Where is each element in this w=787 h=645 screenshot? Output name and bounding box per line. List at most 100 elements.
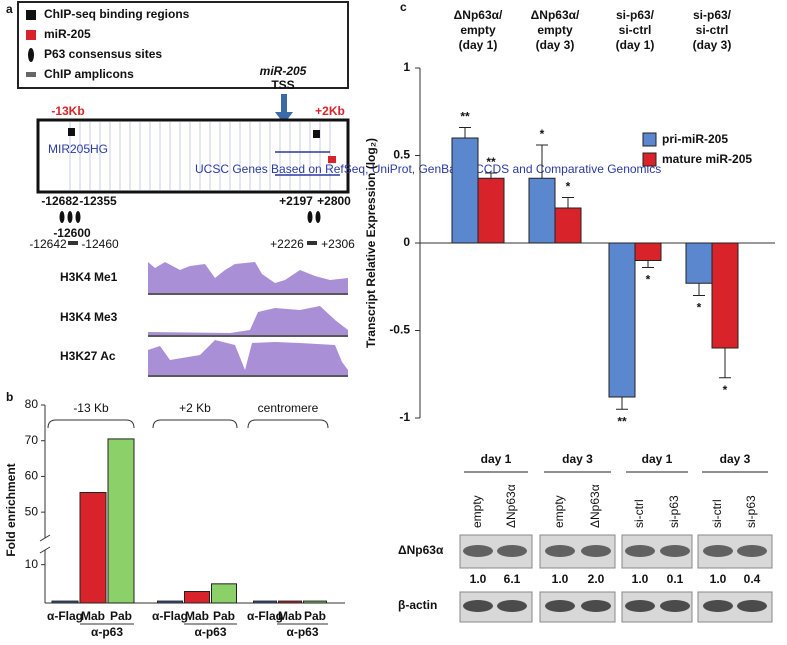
site-label: -12600: [53, 226, 91, 240]
site-label: -12355: [79, 194, 117, 208]
band: [497, 545, 527, 557]
consensus-site: [67, 211, 73, 223]
panel-a: a ChIP-seq binding regions miR-205 P63 c…: [6, 1, 661, 377]
bar: [107, 438, 135, 604]
column-header: si-p63/: [616, 8, 655, 22]
band: [581, 545, 611, 557]
legend-item: ChIP-seq binding regions: [44, 7, 190, 21]
bar: [79, 492, 107, 604]
error-bar: [616, 397, 628, 410]
error-bar: [485, 172, 497, 179]
legend-item: miR-205: [44, 27, 91, 41]
x-tick-label: Mab: [278, 609, 302, 623]
quantification: 1.0: [710, 572, 727, 586]
error-bar: [459, 127, 471, 138]
browser-text: MIR205HG: [48, 142, 108, 156]
significance: *: [646, 273, 651, 287]
group-label: +2 Kb: [179, 401, 211, 415]
axis-break: [39, 534, 51, 554]
quantification: 1.0: [552, 572, 569, 586]
quantification: 6.1: [504, 572, 521, 586]
track-label: H3K4 Me1: [60, 270, 118, 284]
significance: **: [460, 110, 470, 124]
y-tick-label: 0: [403, 235, 410, 249]
significance: **: [617, 414, 627, 428]
tss: TSS: [271, 78, 294, 92]
legend-item: P63 consensus sites: [44, 47, 162, 61]
band: [625, 600, 655, 612]
lane-label: si-p63: [744, 495, 758, 528]
legend-swatch: [26, 72, 36, 77]
significance: *: [540, 127, 545, 141]
consensus-site: [75, 211, 81, 223]
track-baseline: [148, 293, 348, 377]
quantification: 1.0: [632, 572, 649, 586]
column-header: (day 1): [459, 38, 498, 52]
region-left: -13Kb: [51, 104, 84, 118]
bar: [303, 600, 327, 604]
western-blot: day 1 day 3 day 1 day 3 empty 1.0 ΔNp63α 6.1 emp…: [398, 452, 773, 623]
consensus-site: [59, 211, 65, 223]
legend-swatch: [26, 10, 36, 20]
band: [703, 600, 733, 612]
bar: [528, 177, 556, 244]
y-tick-label: -1: [399, 410, 410, 424]
panel-label: a: [6, 2, 13, 16]
bar: [253, 600, 277, 604]
lane-label: ΔNp63α: [588, 484, 602, 528]
legend-item: pri-miR-205: [662, 132, 728, 146]
x-tick-label: Mab: [185, 609, 209, 623]
group-sublabel: α-p63: [91, 625, 123, 639]
band: [463, 600, 493, 612]
error-bar: [536, 144, 548, 179]
y-tick-label: 80: [25, 397, 39, 411]
y-tick-label: 0.5: [393, 148, 410, 162]
bar: [278, 600, 302, 604]
column-header: empty: [537, 23, 573, 37]
bar: [685, 242, 713, 284]
site-label: +2800: [317, 194, 351, 208]
lane-label: empty: [552, 495, 566, 528]
band: [660, 545, 690, 557]
row-label: β-actin: [398, 598, 437, 612]
group-sublabel: α-p63: [286, 625, 318, 639]
lane-label: empty: [470, 495, 484, 528]
column-header: (day 3): [693, 38, 732, 52]
x-tick-label: Pab: [110, 609, 132, 623]
bar: [477, 177, 505, 244]
day-label: day 3: [562, 452, 593, 466]
lane-label: ΔNp63α: [504, 484, 518, 528]
band: [497, 600, 527, 612]
bar: [451, 137, 479, 244]
error-bar: [719, 348, 731, 379]
bar: [211, 583, 237, 604]
amplicon-label: +2226: [270, 237, 304, 251]
x-tick-label: α-Flag: [247, 609, 283, 623]
bar: [157, 600, 183, 604]
bar: [634, 242, 662, 261]
column-header: si-ctrl: [696, 23, 729, 37]
amplicon-label: +2306: [321, 237, 355, 251]
band: [463, 545, 493, 557]
track-label: H3K4 Me3: [60, 310, 118, 324]
amplicon: [68, 241, 78, 245]
significance: *: [697, 301, 702, 315]
y-tick-label: 1: [403, 60, 410, 74]
tss-arrow: [275, 94, 293, 124]
significance: **: [486, 155, 496, 169]
error-bar: [693, 283, 705, 296]
column-header: ΔNp63α/: [531, 8, 580, 22]
x-tick-label: α-Flag: [152, 609, 188, 623]
group-label: -13 Kb: [73, 401, 109, 415]
band: [703, 545, 733, 557]
day-label: day 3: [720, 452, 751, 466]
day-label: day 1: [642, 452, 673, 466]
column-header: si-ctrl: [619, 23, 652, 37]
x-tick-label: α-Flag: [47, 609, 83, 623]
quantification: 1.0: [470, 572, 487, 586]
legend-item: ChIP amplicons: [44, 67, 134, 81]
bar: [51, 600, 79, 604]
quantification: 0.4: [744, 572, 761, 586]
y-axis-label: Transcript Relative Expression (log₂): [364, 138, 378, 348]
consensus-site: [307, 211, 313, 223]
